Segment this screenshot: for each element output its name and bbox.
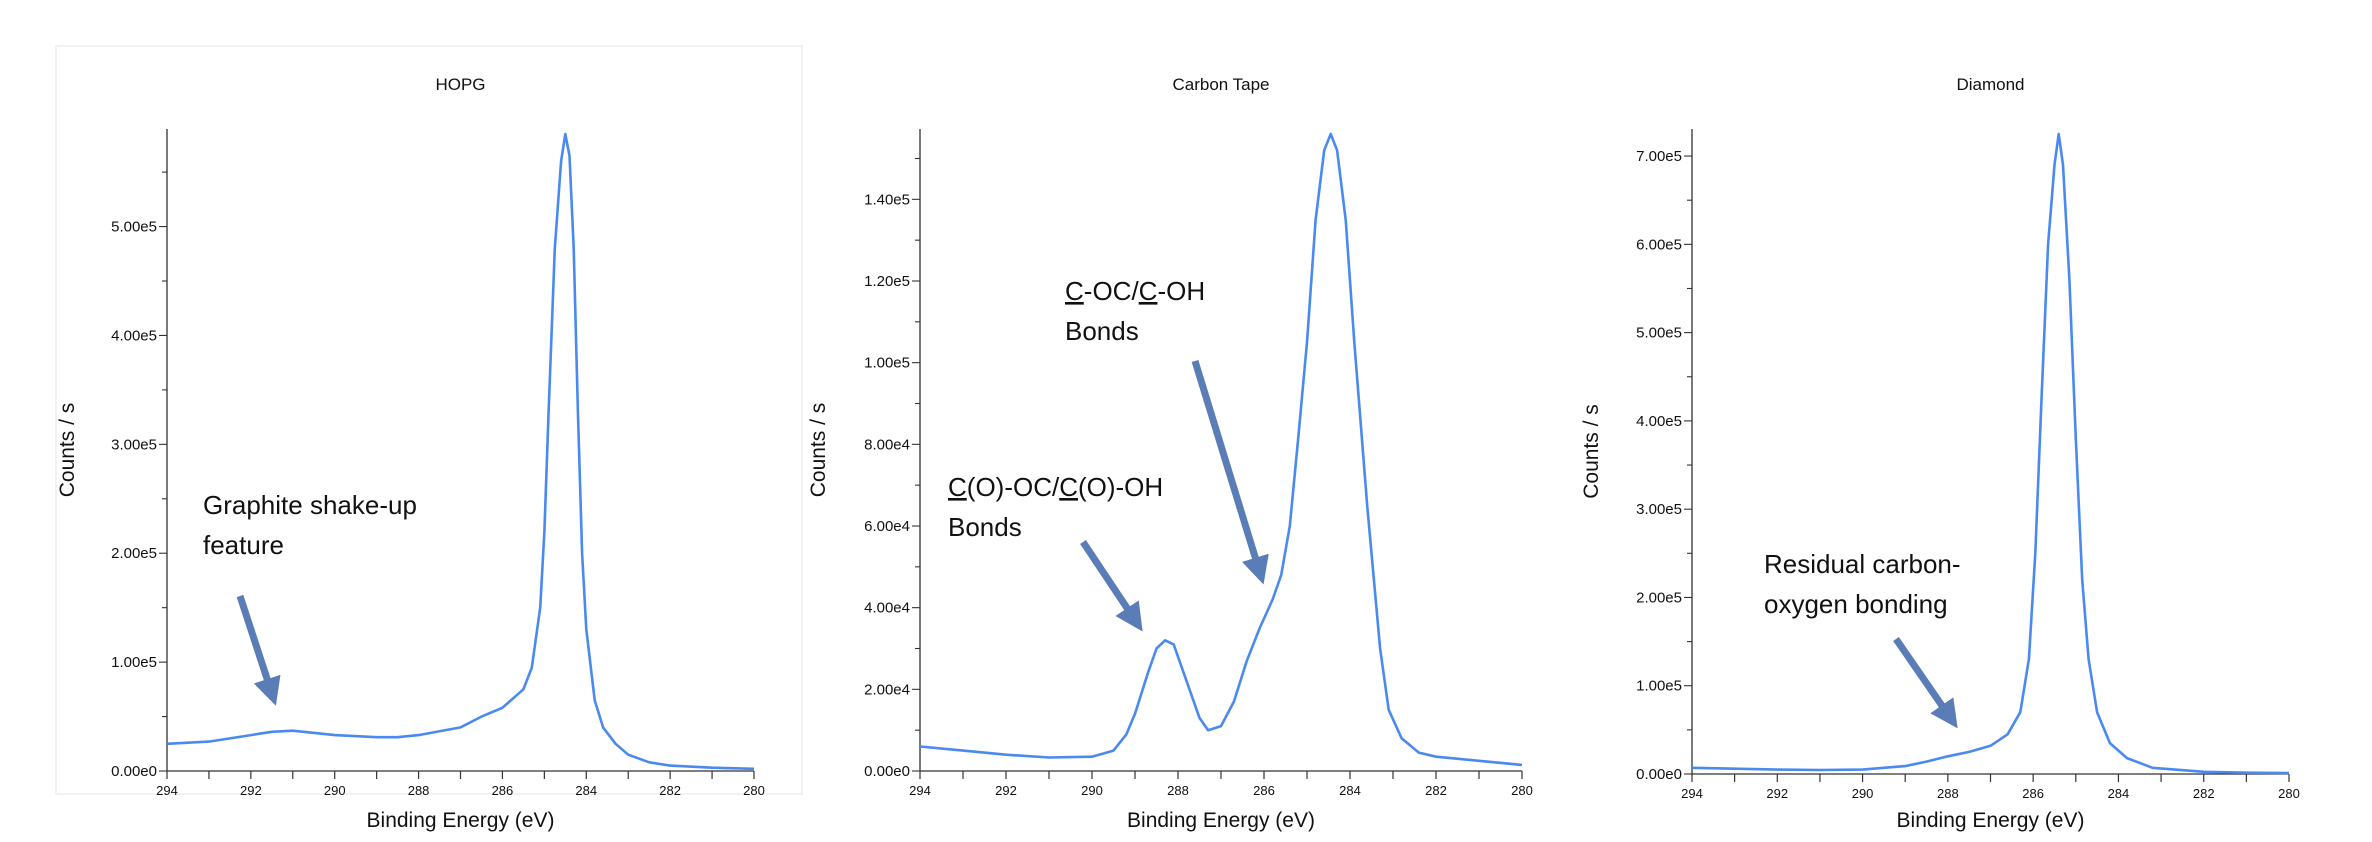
annotation-text: feature: [203, 530, 284, 560]
x-axis-label: Binding Energy (eV): [367, 809, 555, 832]
x-tick-label: 290: [324, 783, 346, 798]
x-tick-label: 280: [1511, 783, 1533, 798]
x-tick-label: 294: [1681, 786, 1703, 801]
x-tick-label: 290: [1081, 783, 1103, 798]
x-tick-label: 286: [2022, 786, 2044, 801]
annotation-segment: -OH: [1157, 276, 1205, 306]
underlined-carbon: C: [948, 472, 967, 502]
underlined-carbon: C: [1059, 472, 1078, 502]
x-tick-label: 286: [492, 783, 514, 798]
annotation-text: Bonds: [1065, 316, 1139, 346]
x-tick-label: 284: [1339, 783, 1361, 798]
annotation-segment: Bonds: [948, 512, 1022, 542]
y-tick-label: 2.00e5: [111, 545, 157, 562]
y-tick-label: 0.00e0: [1636, 766, 1682, 783]
y-tick-label: 4.00e5: [1636, 413, 1682, 430]
y-tick-label: 5.00e5: [1636, 325, 1682, 342]
spectrum-line: [1691, 132, 2290, 775]
annotation-arrow-icon: [1080, 540, 1143, 632]
annotation-text: oxygen bonding: [1764, 589, 1948, 619]
y-tick-label: 1.00e5: [111, 654, 157, 671]
y-tick-label: 7.00e5: [1636, 148, 1682, 165]
chart-title: Carbon Tape: [1172, 75, 1269, 94]
annotation-text: C(O)-OC/C(O)-OH: [948, 472, 1163, 502]
panel-border: [55, 45, 803, 795]
x-axis-label: Binding Energy (eV): [1897, 809, 2085, 832]
y-tick-label: 2.00e4: [864, 681, 910, 698]
annotation-segment: (O)-OC/: [967, 472, 1060, 502]
y-tick-label: 4.00e5: [111, 327, 157, 344]
y-tick-label: 3.00e5: [111, 436, 157, 453]
y-axis-label: Counts / s: [1580, 404, 1603, 499]
x-tick-label: 292: [995, 783, 1017, 798]
x-tick-label: 288: [1937, 786, 1959, 801]
x-tick-label: 284: [2108, 786, 2130, 801]
annotation-segment: Residual carbon-: [1764, 549, 1961, 579]
chart-title: Diamond: [1956, 75, 2024, 94]
y-axis-label: Counts / s: [56, 403, 79, 498]
y-tick-label: 1.00e5: [1636, 678, 1682, 695]
spectrum-line: [919, 132, 1523, 767]
x-tick-label: 286: [1253, 783, 1275, 798]
y-tick-label: 4.00e4: [864, 600, 910, 617]
annotation-segment: oxygen bonding: [1764, 589, 1948, 619]
y-tick-label: 0.00e0: [111, 763, 157, 780]
annotation-arrow-icon: [1191, 359, 1269, 585]
annotation-text: Residual carbon-: [1764, 549, 1961, 579]
y-tick-label: 0.00e0: [864, 763, 910, 780]
annotation-segment: -OC/: [1084, 276, 1140, 306]
underlined-carbon: C: [1139, 276, 1158, 306]
x-axis-label: Binding Energy (eV): [1127, 809, 1315, 832]
annotation: Graphite shake-up feature: [203, 490, 417, 706]
x-tick-label: 292: [240, 783, 262, 798]
y-tick-label: 1.20e5: [864, 273, 910, 290]
annotation-segment: feature: [203, 530, 284, 560]
annotation-segment: Bonds: [1065, 316, 1139, 346]
y-tick-label: 6.00e4: [864, 518, 910, 535]
y-tick-label: 8.00e4: [864, 436, 910, 453]
y-tick-label: 1.00e5: [864, 355, 910, 372]
annotation: Residual carbon-oxygen bonding: [1764, 549, 1961, 729]
annotation-segment: Graphite shake-up: [203, 490, 417, 520]
y-tick-label: 5.00e5: [111, 219, 157, 236]
annotation-arrow-icon: [1893, 637, 1958, 729]
x-tick-label: 282: [2193, 786, 2215, 801]
x-tick-label: 294: [156, 783, 178, 798]
annotation-text: Graphite shake-up: [203, 490, 417, 520]
y-tick-label: 2.00e5: [1636, 589, 1682, 606]
x-tick-label: 288: [408, 783, 430, 798]
y-axis-label: Counts / s: [807, 403, 830, 498]
annotation-arrow-icon: [236, 594, 281, 706]
x-tick-label: 290: [1852, 786, 1874, 801]
spectrum-line: [166, 132, 755, 771]
x-tick-label: 284: [575, 783, 597, 798]
chart-panel-hopg: HOPG 294 292 290 288 286 284 282 280 0.00e0 1.00e5…: [56, 75, 765, 832]
x-tick-label: 282: [1425, 783, 1447, 798]
x-tick-label: 280: [743, 783, 765, 798]
underlined-carbon: C: [1065, 276, 1084, 306]
x-tick-label: 282: [659, 783, 681, 798]
y-tick-label: 6.00e5: [1636, 236, 1682, 253]
y-tick-label: 3.00e5: [1636, 501, 1682, 518]
annotation-text: Bonds: [948, 512, 1022, 542]
chart-title: HOPG: [435, 75, 485, 94]
x-tick-label: 292: [1766, 786, 1788, 801]
x-tick-label: 288: [1167, 783, 1189, 798]
x-tick-label: 294: [909, 783, 931, 798]
x-tick-label: 280: [2278, 786, 2300, 801]
chart-panel-diamond: Diamond 294 292 290 288 286 284 282 280 0.00e0 1.0…: [1580, 75, 2300, 832]
chart-panel-carbon-tape: Carbon Tape 294 292 290 288 286 284 282 280 0.00e…: [807, 75, 1533, 832]
annotation-text: C-OC/C-OH: [1065, 276, 1205, 306]
y-tick-label: 1.40e5: [864, 191, 910, 208]
annotation-segment: (O)-OH: [1078, 472, 1163, 502]
